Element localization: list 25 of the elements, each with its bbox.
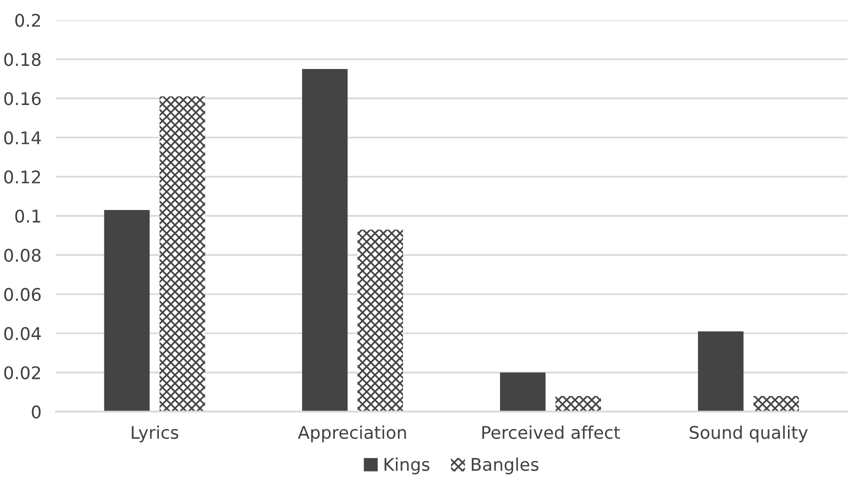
bar (500, 372, 546, 412)
y-tick-label: 0.08 (4, 248, 41, 262)
bar (698, 331, 744, 412)
y-tick-label: 0.16 (4, 92, 41, 106)
y-tick-label: 0.12 (4, 170, 40, 184)
x-tick-label: Perceived affect (482, 426, 620, 439)
y-tick-label: 0.1 (15, 210, 40, 223)
y-tick-label: 0.14 (4, 131, 41, 144)
bar (555, 396, 601, 412)
y-tick-label: 0 (32, 405, 41, 418)
y-tick-label: 0.18 (4, 52, 41, 66)
bar (753, 396, 799, 412)
bar (302, 69, 348, 412)
x-tick-label: Appreciation (298, 426, 406, 442)
y-tick-label: 0.02 (4, 366, 40, 380)
legend-label: Kings (384, 458, 430, 474)
y-tick-label: 0.2 (15, 14, 40, 27)
bar (104, 210, 150, 412)
bar (358, 230, 404, 412)
y-tick-label: 0.04 (4, 327, 41, 340)
x-tick-label: Sound quality (690, 426, 808, 442)
y-tick-label: 0.06 (4, 288, 41, 302)
legend-label: Bangles (472, 458, 538, 474)
bar (160, 96, 206, 412)
x-tick-label: Lyrics (132, 426, 178, 442)
